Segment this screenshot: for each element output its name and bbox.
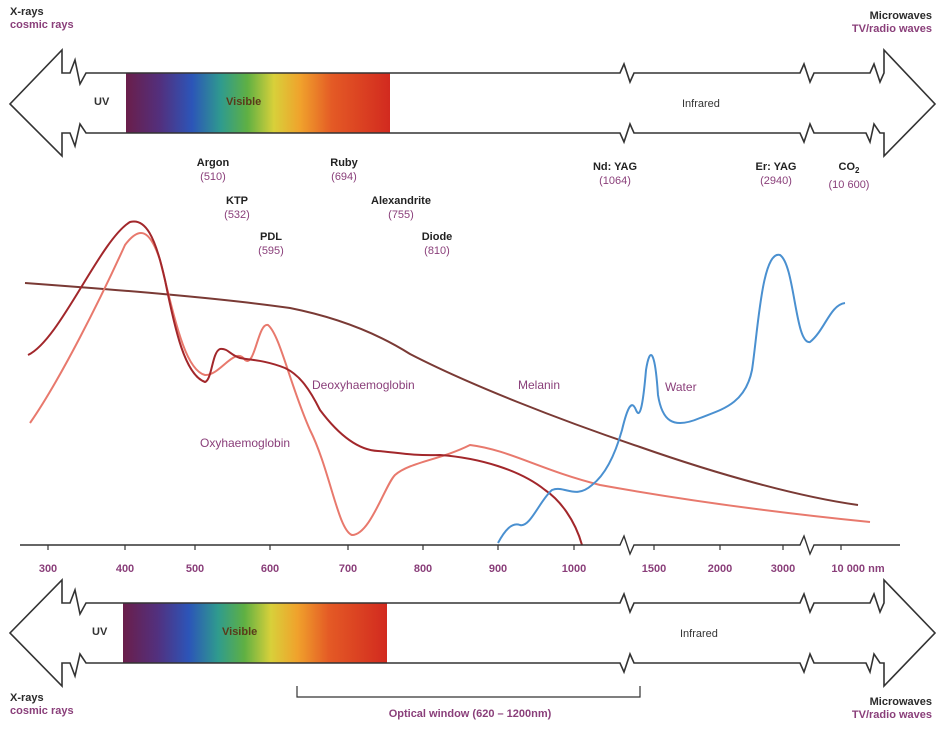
laser-wavelength: (2940) (760, 175, 792, 187)
laser-wavelength: (755) (388, 209, 414, 221)
laser-name: CO (838, 161, 856, 173)
laser-argon: Argon (510) (168, 156, 258, 184)
top-right-label: Microwaves TV/radio waves (852, 10, 932, 36)
water-label: Water (665, 380, 697, 394)
bottom-arrow-outline (8, 578, 937, 688)
laser-wavelength: (510) (200, 171, 226, 183)
tick-800: 800 (413, 563, 433, 575)
infrared-label-top: Infrared (682, 98, 720, 110)
laser-wavelength: (532) (224, 209, 250, 221)
tick-300: 300 (38, 563, 58, 575)
laser-name: Diode (421, 231, 453, 243)
top-arrow-outline (8, 47, 937, 158)
laser-wavelength: (810) (424, 245, 450, 257)
laser-ruby: Ruby (694) (299, 156, 389, 184)
tv-radio-label: TV/radio waves (851, 23, 932, 35)
laser-name-co2: CO2 (804, 160, 894, 178)
laser-diode: Diode (810) (392, 230, 482, 258)
laser-wavelength: (1064) (599, 175, 631, 187)
top-visible-band (126, 73, 390, 133)
laser-pdl: PDL (595) (226, 230, 316, 258)
top-spectrum-arrow (8, 47, 937, 158)
visible-label-top: Visible (226, 96, 262, 108)
x-axis-ticks (47, 545, 842, 550)
laser-name: Argon (196, 157, 230, 169)
deoxyhaemoglobin-label: Deoxyhaemoglobin (312, 378, 415, 392)
laser-name: Nd: YAG (592, 161, 637, 173)
tick-900: 900 (488, 563, 508, 575)
tick-2000: 2000 (707, 563, 733, 575)
bottom-left-label: X-rays cosmic rays (10, 692, 74, 718)
bottom-visible-band (123, 603, 387, 663)
x-axis (20, 534, 900, 556)
uv-label-bottom: UV (92, 626, 108, 638)
water-curve (497, 253, 846, 544)
laser-wavelength: (10 600) (828, 179, 870, 192)
cosmic-rays-label-bottom: cosmic rays (10, 705, 74, 717)
top-left-label: X-rays cosmic rays (10, 6, 74, 32)
tick-10000: 10 000 nm (831, 563, 885, 575)
laser-nd-yag: Nd: YAG (1064) (570, 160, 660, 188)
deoxyhaemoglobin-curve (27, 220, 583, 546)
laser-name: Er: YAG (755, 161, 797, 173)
microwaves-label: Microwaves (869, 10, 932, 22)
uv-label-top: UV (94, 96, 110, 108)
bottom-spectrum-arrow (8, 578, 937, 688)
laser-alexandrite: Alexandrite (755) (356, 194, 446, 222)
xrays-label-bottom: X-rays (10, 692, 44, 704)
tick-3000: 3000 (770, 563, 796, 575)
melanin-curve (24, 282, 859, 506)
tick-400: 400 (115, 563, 135, 575)
laser-name: KTP (226, 195, 248, 207)
cosmic-rays-label: cosmic rays (10, 19, 74, 31)
bottom-right-label: Microwaves TV/radio waves (852, 696, 932, 722)
tick-1500: 1500 (641, 563, 667, 575)
laser-ktp: KTP (532) (192, 194, 282, 222)
tick-500: 500 (185, 563, 205, 575)
melanin-label: Melanin (518, 378, 561, 392)
tv-radio-label-bottom: TV/radio waves (851, 709, 932, 721)
x-axis-line (20, 534, 900, 556)
laser-co2: CO2 (10 600) (804, 160, 894, 192)
optical-window-bracket (296, 686, 641, 698)
laser-er-yag: Er: YAG (2940) (731, 160, 821, 188)
oxyhaemoglobin-label: Oxyhaemoglobin (200, 436, 291, 450)
oxyhaemoglobin-curve (29, 232, 871, 537)
microwaves-label-bottom: Microwaves (869, 696, 932, 708)
optical-window-label: Optical window (620 – 1200nm) (388, 708, 552, 720)
infrared-label-bottom: Infrared (680, 628, 718, 640)
xrays-label: X-rays (10, 6, 44, 18)
tick-1000: 1000 (561, 563, 587, 575)
laser-wavelength: (595) (258, 245, 284, 257)
laser-name: Ruby (330, 157, 358, 169)
laser-name: Alexandrite (371, 195, 431, 207)
tick-600: 600 (260, 563, 280, 575)
co2-subscript: 2 (855, 166, 860, 176)
laser-wavelength: (694) (331, 171, 357, 183)
laser-name: PDL (260, 231, 282, 243)
visible-label-bottom: Visible (222, 626, 258, 638)
tick-700: 700 (338, 563, 358, 575)
